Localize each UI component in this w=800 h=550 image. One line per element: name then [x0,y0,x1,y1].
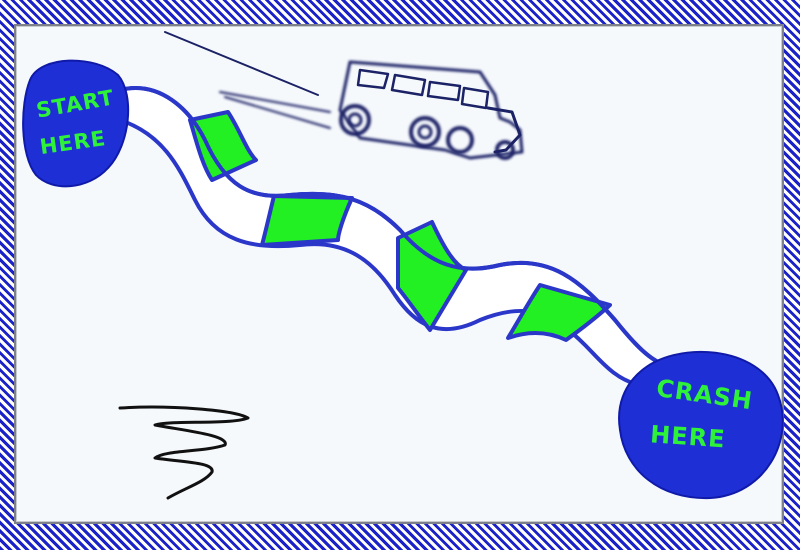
start-node[interactable]: START HERE [22,59,130,188]
start-blob [22,59,130,188]
speed-line-2 [219,91,331,113]
end-blob [618,350,784,500]
path-tile-2 [260,194,354,247]
end-label-line2: HERE [649,420,726,453]
wavy-path [118,86,667,387]
speed-line-3 [224,96,331,129]
truck-wheels [339,104,515,160]
path-tile-3 [396,220,468,332]
truck-cab [486,106,522,154]
truck-window-4 [460,86,490,110]
path-tile-1 [188,110,258,182]
truck-window-3 [426,80,462,102]
path-edge-top [118,86,667,367]
end-node[interactable]: CRASH HERE [618,350,784,500]
truck-window-2 [390,73,427,97]
truck-window-1 [356,68,390,90]
squiggle-icon [118,405,250,500]
truck-icon [164,31,524,160]
speed-line-1 [164,31,319,96]
path-tile-4 [506,283,612,342]
